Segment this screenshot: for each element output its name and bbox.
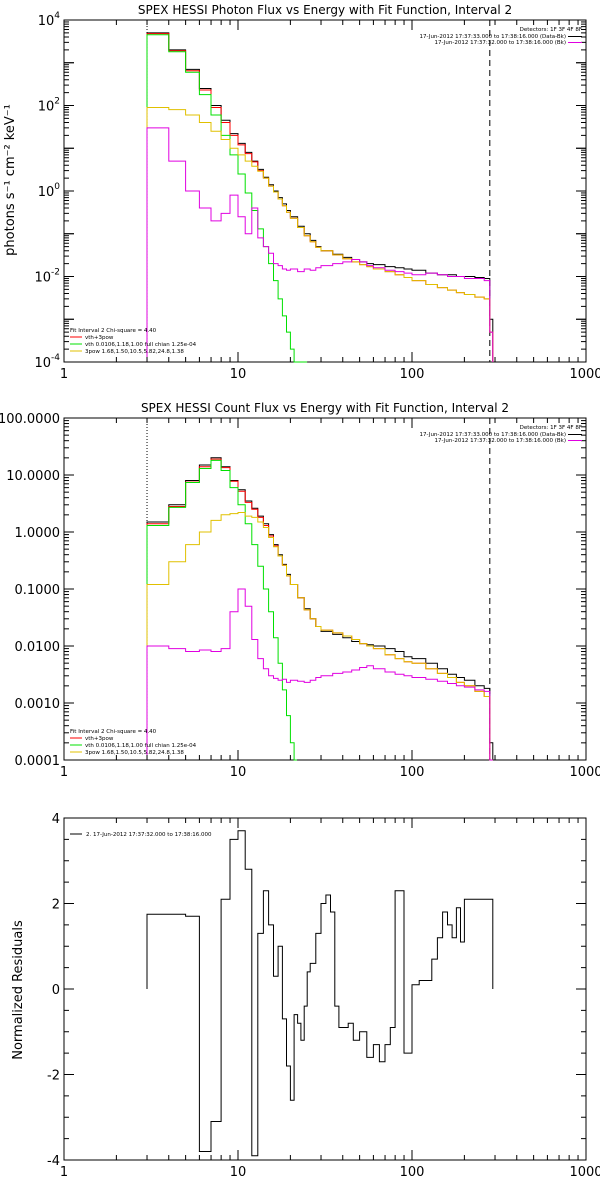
y-tick-label: 10-4 <box>34 353 60 371</box>
legend-header: Fit Interval 2 Chi-square = 4.40 <box>70 328 157 334</box>
y-tick-label: 0.0001 <box>15 754 61 769</box>
series-line-2 <box>146 459 297 761</box>
legend-entry-1: vth 0.0106,1.18,1.00 full chian 1.25e-04 <box>85 342 197 348</box>
header-text: Detectors: 1F 3F 4F 8F 17-Jun-2012 17:37… <box>420 425 582 444</box>
legend: Fit Interval 2 Chi-square = 4.40 vth+3po… <box>70 328 197 355</box>
x-tick-label: 1 <box>60 1165 68 1180</box>
y-tick-label: 100 <box>38 182 61 200</box>
x-tick-label: 1000 <box>569 1165 600 1180</box>
residuals-chart: Normalized Residuals 1 10 100 1000 -4 -2 0 2 4 2… <box>11 812 600 1180</box>
header-line-1: 17-Jun-2012 17:37:33.000 to 17:38:16.000… <box>420 432 566 438</box>
header-text: Detectors: 1F 3F 4F 8F 17-Jun-2012 17:37… <box>420 27 582 46</box>
photon-flux-chart: SPEX HESSI Photon Flux vs Energy with Fi… <box>3 3 600 382</box>
series-line-0 <box>146 830 494 1157</box>
y-tick-label: 0.0010 <box>15 697 61 712</box>
y-tick-label: 4 <box>52 812 60 827</box>
legend-entry-2: 3pow 1.68,1.50,10.5,5.82,24.8,1.38 <box>85 750 184 756</box>
count-flux-chart: SPEX HESSI Count Flux vs Energy with Fit… <box>0 401 600 780</box>
x-tick-label: 1 <box>60 367 68 382</box>
header-line-2: 17-Jun-2012 17:37:32.000 to 17:38:16.000… <box>434 40 566 46</box>
header-line-1: 17-Jun-2012 17:37:33.000 to 17:38:16.000… <box>420 34 566 40</box>
y-tick-label: -2 <box>47 1069 60 1084</box>
x-tick-label: 10 <box>230 765 247 780</box>
legend-entry-0: vth+3pow <box>85 736 114 742</box>
x-tick-label: 100 <box>400 367 425 382</box>
x-tick-label: 100 <box>400 765 425 780</box>
x-tick-label: 1 <box>60 765 68 780</box>
series-line-4 <box>146 127 494 362</box>
y-tick-label: 0.1000 <box>15 583 61 598</box>
y-tick-label: 102 <box>38 97 60 115</box>
y-tick-label: 104 <box>38 11 61 29</box>
x-tick-label: 10 <box>230 367 247 382</box>
y-tick-label: 100.0000 <box>0 412 60 427</box>
legend-entry-2: 3pow 1.68,1.50,10.5,5.82,24.8,1.38 <box>85 349 184 355</box>
legend-header: Fit Interval 2 Chi-square = 4.40 <box>70 729 157 735</box>
legend-entry-1: vth 0.0106,1.18,1.00 full chian 1.25e-04 <box>85 743 197 749</box>
legend-entry-0: 2. 17-Jun-2012 17:37:32.000 to 17:38:16.… <box>86 832 212 838</box>
detectors-text: Detectors: 1F 3F 4F 8F <box>520 27 582 33</box>
y-tick-label: 0 <box>52 983 60 998</box>
y-axis-label-text: photons s⁻¹ cm⁻² keV⁻¹ <box>3 104 18 256</box>
legend: 2. 17-Jun-2012 17:37:32.000 to 17:38:16.… <box>70 832 212 838</box>
x-tick-label: 10 <box>230 1165 247 1180</box>
x-tick-label: 1000 <box>569 765 600 780</box>
series-line-3 <box>146 512 493 761</box>
series-line-3 <box>146 107 494 362</box>
chart-title: SPEX HESSI Count Flux vs Energy with Fit… <box>141 401 509 415</box>
y-tick-label: 10.0000 <box>6 469 60 484</box>
x-tick-label: 100 <box>400 1165 425 1180</box>
plot-area <box>146 20 494 363</box>
axes: 1 10 100 1000 0.0001 0.0010 0.0100 0.1000 1.0000… <box>0 412 600 780</box>
header-line-2: 17-Jun-2012 17:37:32.000 to 17:38:16.000… <box>434 438 566 444</box>
legend-entry-0: vth+3pow <box>85 335 114 341</box>
y-tick-label: 1.0000 <box>15 526 61 541</box>
x-tick-label: 1000 <box>569 367 600 382</box>
axes: 1 10 100 1000 -4 -2 0 2 4 <box>47 812 600 1180</box>
detectors-text: Detectors: 1F 3F 4F 8F <box>520 425 582 431</box>
plot-area <box>146 418 494 761</box>
y-tick-label: 2 <box>52 898 60 913</box>
y-axis-label: photons s⁻¹ cm⁻² keV⁻¹ <box>3 104 18 256</box>
y-axis-label-text: Normalized Residuals <box>11 920 26 1060</box>
y-tick-label: -4 <box>47 1154 60 1169</box>
axes: 1 10 100 1000 10-4 10-2 100 102 104 <box>34 11 600 382</box>
y-tick-label: 0.0100 <box>15 640 61 655</box>
chart-title: SPEX HESSI Photon Flux vs Energy with Fi… <box>138 3 512 17</box>
y-axis-label: Normalized Residuals <box>11 920 26 1060</box>
y-tick-label: 10-2 <box>34 268 60 286</box>
series-line-4 <box>146 588 493 761</box>
plot-area <box>146 830 494 1157</box>
legend: Fit Interval 2 Chi-square = 4.40 vth+3po… <box>70 729 197 756</box>
